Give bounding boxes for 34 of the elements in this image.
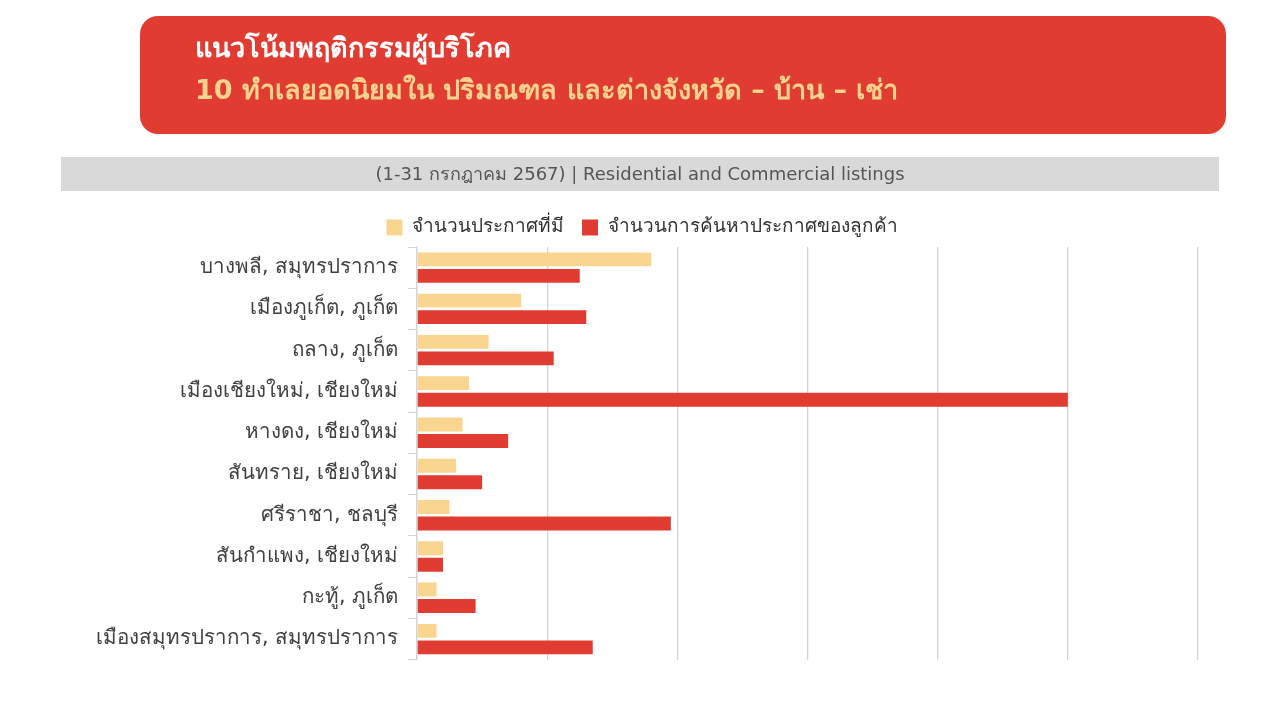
legend-label: จำนวนการค้นหาประกาศของลูกค้า [607, 214, 898, 238]
bar [417, 599, 476, 613]
y-tick-label: หางดง, เชียงใหม่ [244, 419, 399, 444]
bar [417, 351, 554, 366]
y-tick-label: สันทราย, เชียงใหม่ [227, 460, 399, 485]
legend-label: จำนวนประกาศที่มี [412, 212, 564, 237]
y-tick-label: ศรีราชา, ชลบุรี [260, 501, 399, 527]
y-tick-label: ถลาง, ภูเก็ต [291, 334, 399, 362]
y-tick-label: เมืองเชียงใหม่, เชียงใหม่ [179, 377, 399, 402]
bar [417, 500, 450, 514]
bar [417, 417, 463, 432]
chart-title: แนวโน้มพฤติกรรมผู้บริโภค [195, 31, 511, 67]
chart-subtitle: 10 ทำเลยอดนิยมใน ปริมณฑล และต่างจังหวัด – บ้าน – เช่า [195, 73, 899, 107]
y-tick-label: เมืองภูเก็ต, ภูเก็ต [249, 293, 399, 321]
bar [417, 293, 522, 308]
bar [417, 623, 437, 638]
bar [417, 252, 652, 267]
y-tick-label: สันกำแพง, เชียงใหม่ [215, 542, 399, 567]
bar [417, 434, 509, 448]
y-tick-label: บางพลี, สมุทรปราการ [199, 253, 399, 279]
bar [417, 334, 489, 349]
y-tick-label: เมืองสมุทรปราการ, สมุทรปราการ [95, 625, 399, 651]
bar [417, 516, 671, 531]
bar [417, 376, 470, 391]
y-tick-label: กะทู้, ภูเก็ต [301, 582, 399, 610]
bar [417, 310, 587, 325]
bar [417, 458, 457, 473]
bar [417, 640, 593, 655]
bar [417, 475, 483, 490]
bar [417, 541, 444, 556]
bar [417, 557, 444, 572]
bar [417, 582, 437, 597]
bar [417, 268, 580, 283]
bar [417, 392, 1068, 407]
